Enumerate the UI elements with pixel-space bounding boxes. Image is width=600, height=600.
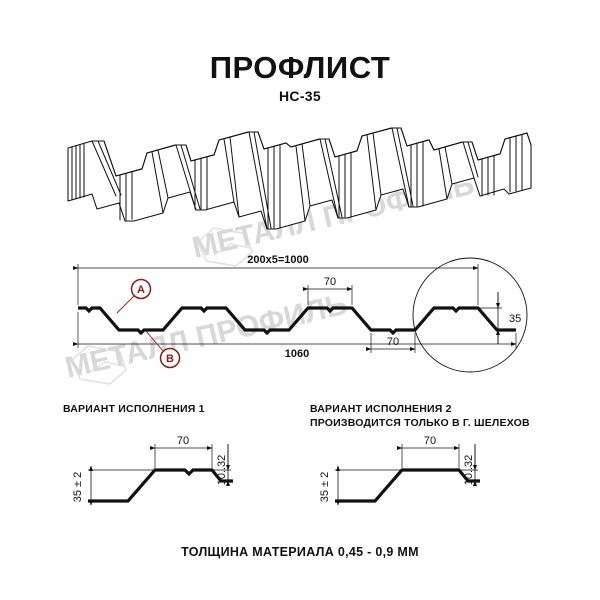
- variant-2-ext-lines: [335, 444, 478, 482]
- dim-text-overall-top: 200x5=1000: [247, 254, 308, 266]
- cross-section-profile: [78, 306, 516, 336]
- variant-1-detail: 70 10..32 35 ± 2: [72, 435, 233, 506]
- marker-b-label: B: [166, 353, 174, 365]
- iso-sheet-crease-lines: [71, 127, 532, 230]
- variant-1-caption-line1: ВАРИАНТ ИСПОЛНЕНИЯ 1: [63, 403, 205, 415]
- footer-note: ТОЛЩИНА МАТЕРИАЛА 0,45 - 0,9 ММ: [181, 545, 419, 559]
- variant-1-dim-thickness: 10..32: [216, 455, 228, 486]
- variant-2-dim-width: 70: [424, 435, 436, 447]
- variant-1-caption: ВАРИАНТ ИСПОЛНЕНИЯ 1: [63, 402, 205, 416]
- variant-2-dim-height: 35 ± 2: [319, 472, 331, 503]
- dim-text-overall-bottom: 1060: [285, 348, 309, 360]
- variant-2-caption: ВАРИАНТ ИСПОЛНЕНИЯ 2 ПРОИЗВОДИТСЯ ТОЛЬКО…: [310, 402, 530, 430]
- dim-text-flat-top: 70: [324, 276, 336, 288]
- variant-1-dim-width: 70: [177, 435, 189, 447]
- variant-2-caption-line2: ПРОИЗВОДИТСЯ ТОЛЬКО В Г. ШЕЛЕХОВ: [310, 417, 530, 429]
- dim-lines: [72, 265, 517, 352]
- page-subtitle: НС-35: [279, 88, 321, 104]
- variant-2-dim-thickness: 10..32: [463, 455, 475, 486]
- watermark-text-bottom: МЕТАЛЛ ПРОФИЛЬ: [62, 288, 350, 385]
- variant-2-caption-line1: ВАРИАНТ ИСПОЛНЕНИЯ 2: [310, 403, 452, 415]
- variant-1-profile: [88, 468, 233, 503]
- detail-callout-circle: [412, 257, 528, 373]
- marker-a: A: [116, 278, 152, 314]
- isometric-sheet-view: [67, 127, 532, 230]
- marker-b: B: [145, 330, 181, 369]
- variant-1-dim-lines: [88, 444, 231, 506]
- marker-a-circle: [130, 278, 152, 300]
- variant-2-profile: [335, 468, 480, 503]
- marker-b-leader: [145, 330, 164, 352]
- marker-b-circle: [159, 347, 181, 369]
- variant-2-dim-lines: [335, 444, 478, 506]
- dim-text-height: 35: [509, 313, 521, 325]
- page-title: ПРОФЛИСТ: [209, 50, 391, 85]
- variant-1-ext-lines: [88, 444, 231, 482]
- metall-profil-logo-icon: [197, 227, 253, 267]
- marker-a-leader: [116, 295, 135, 314]
- dim-text-flat-bottom: 70: [387, 336, 399, 348]
- variant-1-dim-height: 35 ± 2: [72, 472, 84, 503]
- cross-section-view: 200x5=1000 1060 70 70 35 A B: [72, 254, 528, 373]
- variant-2-detail: 70 10..32 35 ± 2: [319, 435, 480, 506]
- marker-a-label: A: [137, 284, 145, 296]
